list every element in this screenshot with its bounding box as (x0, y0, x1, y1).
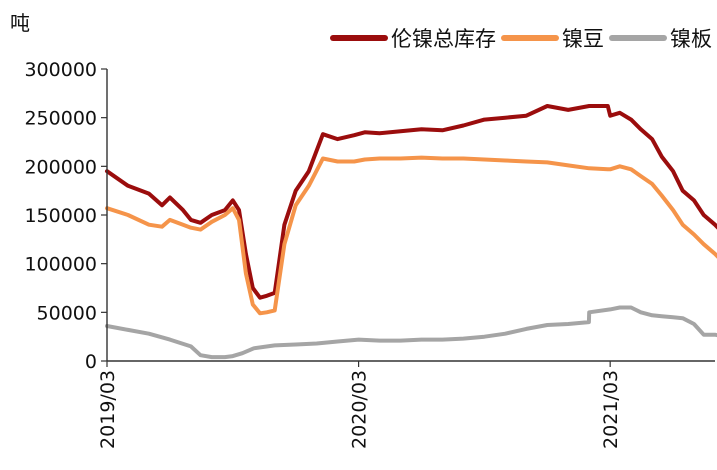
y-axis: 0 50000 100000 150000 200000 250000 300000 (24, 59, 107, 373)
y-unit-label: 吨 (10, 11, 30, 35)
y-tick-label: 200000 (24, 156, 97, 178)
legend-label: 伦镍总库存 (391, 27, 496, 51)
y-tick-label: 300000 (24, 59, 97, 81)
legend-label: 镍豆 (562, 27, 604, 51)
series-lines (105, 104, 717, 360)
y-tick-label: 150000 (24, 205, 97, 227)
series-line-2 (105, 305, 717, 360)
x-tick-label: 2021/03 (600, 370, 622, 449)
legend: 伦镍总库存 镍豆 镍板 (330, 27, 712, 51)
series-line-0 (105, 104, 717, 300)
x-axis: 2019/03 2020/03 2021/03 (97, 361, 622, 449)
legend-label: 镍板 (670, 27, 712, 51)
y-tick-label: 250000 (24, 108, 97, 130)
x-tick-label: 2019/03 (97, 370, 119, 449)
series-line-1 (105, 155, 717, 316)
y-tick-label: 0 (85, 351, 97, 373)
x-tick-label: 2020/03 (349, 370, 371, 449)
y-tick-label: 50000 (37, 302, 97, 324)
y-tick-label: 100000 (24, 254, 97, 276)
